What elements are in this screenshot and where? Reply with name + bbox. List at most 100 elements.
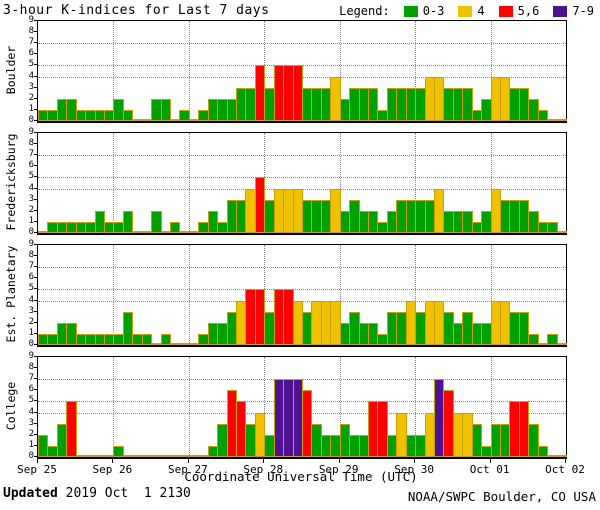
y-tick-mark	[34, 108, 38, 110]
y-tick-mark	[34, 132, 38, 133]
y-tick-label: 0	[28, 227, 34, 237]
x-tick-label: Sep 25	[17, 463, 57, 476]
x-tick-label: Sep 27	[168, 463, 208, 476]
y-tick-mark	[34, 367, 38, 369]
y-gridline-5	[38, 177, 566, 179]
k-index-bar	[547, 221, 558, 233]
k-index-bar	[537, 445, 549, 457]
y-tick-label: 7	[28, 37, 34, 48]
y-tick-mark	[34, 165, 38, 167]
y-tick-label: 4	[28, 294, 34, 305]
x-tick-label: Sep 28	[243, 463, 284, 476]
k-index-bar	[122, 311, 134, 345]
y-tick-mark	[34, 53, 38, 55]
y-tick-mark	[34, 400, 38, 402]
y-tick-mark	[34, 198, 38, 200]
k-index-bar	[537, 109, 549, 121]
k-index-bar	[170, 221, 181, 233]
y-tick-label: 0	[28, 451, 34, 461]
y-tick-label: 6	[28, 384, 34, 395]
y-tick-mark	[34, 456, 38, 457]
y-tick-mark	[34, 299, 38, 301]
day-gridline	[113, 245, 115, 345]
y-tick-mark	[34, 356, 38, 357]
y-tick-label: 1	[28, 215, 34, 226]
day-gridline	[188, 357, 190, 457]
x-tick-mark	[37, 458, 38, 463]
x-tick-label: Oct 02	[545, 463, 585, 476]
y-tick-mark	[34, 187, 38, 189]
y-tick-mark	[34, 31, 38, 33]
y-tick-mark	[34, 444, 38, 446]
y-tick-mark	[34, 277, 38, 279]
y-tick-mark	[34, 389, 38, 391]
k-index-bar	[528, 333, 539, 345]
day-gridline	[264, 357, 266, 457]
legend-item-0: 0-3	[403, 4, 444, 18]
legend-swatch	[403, 5, 418, 17]
y-tick-label: 6	[28, 48, 34, 59]
day-gridline	[415, 133, 417, 233]
y-tick-label: 4	[28, 70, 34, 81]
y-tick-label: 2	[28, 92, 34, 103]
panel-college	[37, 356, 567, 459]
y-tick-label: 7	[28, 261, 34, 272]
y-tick-label: 2	[28, 428, 34, 439]
k-index-bar	[179, 109, 190, 121]
k-index-bar	[377, 401, 388, 457]
x-tick-mark	[565, 458, 566, 463]
day-gridline	[339, 21, 341, 121]
y-tick-mark	[34, 64, 38, 66]
y-tick-mark	[34, 42, 38, 44]
y-tick-mark	[34, 411, 38, 413]
k-index-bar	[471, 423, 483, 457]
y-tick-label: 1	[28, 103, 34, 114]
x-tick-mark	[187, 458, 189, 463]
k-index-bar	[160, 333, 171, 345]
legend: Legend: 0-3 4 5,6 7-9	[339, 4, 594, 18]
y-tick-mark	[34, 120, 38, 121]
y-tick-mark	[34, 97, 38, 99]
day-gridline	[490, 245, 492, 345]
k-index-bar	[462, 87, 473, 121]
y-gridline-7	[38, 267, 566, 269]
y-tick-label: 1	[28, 327, 34, 338]
y-tick-label: 6	[28, 160, 34, 171]
y-tick-mark	[34, 310, 38, 312]
x-tick-mark	[338, 458, 340, 463]
y-tick-mark	[34, 75, 38, 77]
day-gridline	[490, 357, 492, 457]
y-gridline-5	[38, 289, 566, 291]
legend-swatch	[553, 5, 568, 17]
x-tick-label: Sep 29	[318, 463, 359, 476]
y-gridline-7	[38, 43, 566, 45]
x-tick-mark	[112, 458, 114, 463]
day-gridline	[188, 21, 190, 121]
day-gridline	[415, 21, 417, 121]
y-tick-label: 0	[28, 339, 34, 349]
y-tick-label: 8	[28, 250, 34, 261]
k-index-bar	[66, 401, 77, 457]
updated-value: 2019 Oct 1 2130	[57, 486, 191, 501]
x-tick-mark	[414, 458, 416, 463]
x-tick-mark	[263, 458, 265, 463]
y-tick-mark	[34, 321, 38, 323]
legend-item-3: 7-9	[553, 4, 594, 18]
y-tick-mark	[34, 378, 38, 380]
k-index-bar	[151, 210, 162, 233]
y-tick-label: 9	[28, 351, 34, 361]
y-tick-label: 9	[28, 127, 34, 137]
updated-label: Updated	[3, 486, 58, 501]
y-tick-mark	[34, 232, 38, 233]
y-tick-label: 8	[28, 26, 34, 37]
day-gridline	[415, 245, 417, 345]
x-tick-label: Oct 01	[469, 463, 510, 476]
k-index-bar	[122, 109, 134, 121]
y-tick-label: 3	[28, 305, 34, 316]
y-tick-label: 2	[28, 316, 34, 327]
day-gridline	[490, 133, 492, 233]
k-index-bar	[556, 119, 567, 121]
k-index-bar	[122, 210, 134, 233]
y-tick-label: 0	[28, 115, 34, 125]
